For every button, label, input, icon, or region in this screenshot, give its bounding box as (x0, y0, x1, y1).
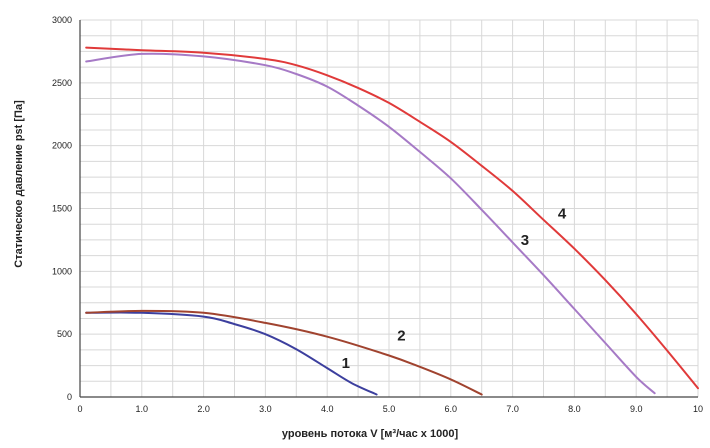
y-tick-label: 2000 (52, 141, 72, 151)
x-tick-label: 4.0 (321, 404, 334, 414)
x-tick-label: 9.0 (630, 404, 643, 414)
y-tick-label: 500 (57, 329, 72, 339)
series-labels: 1 2 3 4 (342, 206, 567, 373)
series-label-1: 1 (342, 355, 350, 372)
x-tick-labels: 0 1.0 2.0 3.0 4.0 5.0 6.0 7.0 8.0 9.0 10 (77, 404, 703, 414)
series-line-1 (85, 311, 378, 396)
x-tick-label: 0 (77, 404, 82, 414)
x-tick-label: 6.0 (445, 404, 458, 414)
series (85, 46, 699, 396)
x-tick-label: 2.0 (197, 404, 210, 414)
series-label-2: 2 (397, 327, 405, 344)
y-tick-label: 1500 (52, 204, 72, 214)
x-tick-label: 7.0 (506, 404, 519, 414)
y-tick-label: 0 (67, 392, 72, 402)
grid (79, 19, 699, 398)
axes (79, 20, 698, 398)
series-line-4 (85, 46, 699, 390)
x-tick-label: 1.0 (136, 404, 149, 414)
y-tick-label: 3000 (52, 15, 72, 25)
series-label-4: 4 (558, 206, 567, 223)
x-tick-label: 8.0 (568, 404, 581, 414)
x-tick-label: 3.0 (259, 404, 272, 414)
y-tick-labels: 0 500 1000 1500 2000 2500 3000 (52, 15, 72, 402)
x-axis-title: уровень потока V [м³/час х 1000] (282, 428, 459, 440)
series-line-3 (85, 52, 656, 395)
y-tick-label: 1000 (52, 266, 72, 276)
x-tick-label: 5.0 (383, 404, 396, 414)
series-label-3: 3 (521, 232, 529, 249)
series-line-2 (85, 309, 483, 396)
y-axis-title: Статическое давление pst [Па] (13, 100, 25, 268)
y-tick-label: 2500 (52, 78, 72, 88)
x-tick-label: 10 (693, 404, 703, 414)
